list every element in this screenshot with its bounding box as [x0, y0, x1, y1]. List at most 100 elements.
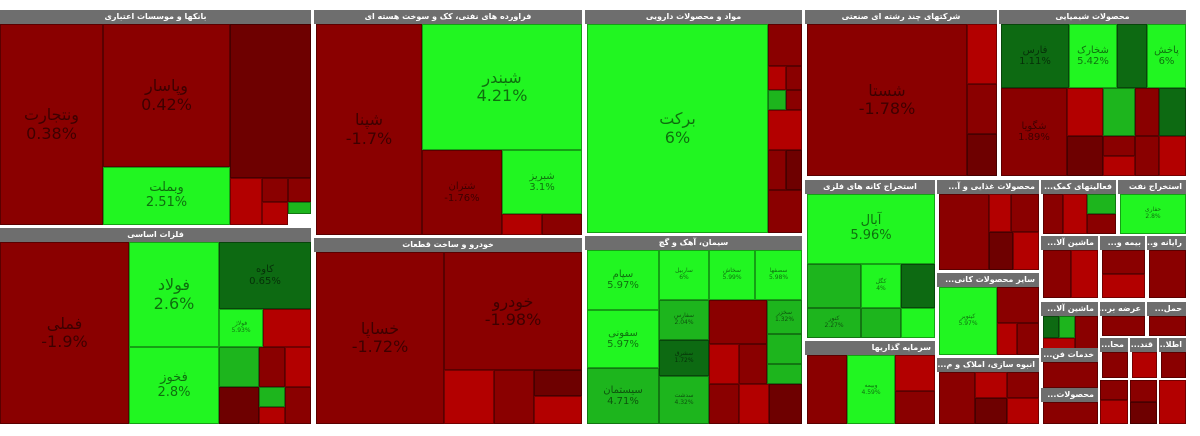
stock-tile[interactable]: [1007, 398, 1039, 424]
stock-tile[interactable]: [786, 150, 802, 190]
stock-tile[interactable]: [768, 66, 786, 90]
stock-tile[interactable]: [1117, 24, 1147, 88]
stock-tile[interactable]: [1159, 380, 1186, 424]
stock-tile[interactable]: [989, 194, 1011, 232]
stock-tile[interactable]: [262, 178, 288, 202]
stock-tile[interactable]: شتران -1.76%: [422, 150, 502, 235]
stock-tile[interactable]: برکت 6%: [587, 24, 768, 233]
stock-tile[interactable]: کگل 4%: [861, 264, 901, 308]
stock-tile[interactable]: کاوه 0.65%: [219, 242, 311, 309]
stock-tile[interactable]: [1159, 88, 1186, 136]
stock-tile[interactable]: [1149, 250, 1186, 298]
stock-tile[interactable]: [967, 84, 997, 134]
stock-tile[interactable]: [709, 384, 739, 424]
stock-tile[interactable]: [939, 372, 975, 424]
stock-tile[interactable]: شخارک 5.42%: [1069, 24, 1117, 88]
stock-tile[interactable]: کیتوپر 5.97%: [939, 287, 997, 355]
stock-tile[interactable]: [1103, 88, 1135, 136]
stock-tile[interactable]: [1011, 194, 1039, 232]
stock-tile[interactable]: فملی -1.9%: [0, 242, 129, 424]
stock-tile[interactable]: [288, 178, 311, 202]
stock-tile[interactable]: [975, 398, 1007, 424]
stock-tile[interactable]: شپنا -1.7%: [316, 24, 422, 235]
stock-tile[interactable]: [895, 355, 935, 391]
stock-tile[interactable]: [534, 396, 582, 424]
stock-tile[interactable]: [285, 387, 311, 424]
stock-tile[interactable]: [502, 214, 542, 235]
stock-tile[interactable]: [1132, 352, 1157, 378]
stock-tile[interactable]: [1071, 250, 1098, 298]
stock-tile[interactable]: [263, 309, 311, 347]
stock-tile[interactable]: [901, 264, 935, 308]
stock-tile[interactable]: [1100, 380, 1128, 400]
stock-tile[interactable]: [1102, 274, 1145, 298]
stock-tile[interactable]: سخاش 5.99%: [709, 250, 755, 300]
stock-tile[interactable]: فولاژ 5.93%: [219, 309, 263, 347]
stock-tile[interactable]: [262, 202, 288, 225]
stock-tile[interactable]: [768, 110, 802, 150]
stock-tile[interactable]: [285, 347, 311, 387]
stock-tile[interactable]: [1013, 232, 1039, 270]
stock-tile[interactable]: فارس 1.11%: [1001, 24, 1069, 88]
stock-tile[interactable]: [709, 344, 739, 384]
stock-tile[interactable]: [542, 214, 582, 235]
stock-tile[interactable]: شگویا 1.89%: [1001, 88, 1067, 176]
stock-tile[interactable]: [1102, 352, 1128, 378]
stock-tile[interactable]: [967, 24, 997, 84]
stock-tile[interactable]: [807, 264, 861, 308]
stock-tile[interactable]: [444, 370, 494, 424]
stock-tile[interactable]: شبندر 4.21%: [422, 24, 582, 150]
stock-tile[interactable]: [1043, 250, 1071, 298]
stock-tile[interactable]: [1135, 88, 1159, 136]
stock-tile[interactable]: [997, 287, 1039, 323]
stock-tile[interactable]: [807, 355, 847, 424]
stock-tile[interactable]: فخوز 2.8%: [129, 347, 219, 424]
stock-tile[interactable]: [1103, 136, 1135, 156]
stock-tile[interactable]: [1100, 400, 1128, 424]
stock-tile[interactable]: ونتجارت 0.38%: [0, 24, 103, 225]
stock-tile[interactable]: [1102, 316, 1145, 336]
stock-tile[interactable]: وپاسار 0.42%: [103, 24, 230, 167]
stock-tile[interactable]: [1043, 194, 1063, 234]
stock-tile[interactable]: سشرق 1.72%: [659, 340, 709, 376]
stock-tile[interactable]: [1102, 250, 1145, 274]
stock-tile[interactable]: [1043, 316, 1059, 338]
stock-tile[interactable]: [768, 24, 802, 66]
stock-tile[interactable]: سپام 5.97%: [587, 250, 659, 310]
stock-tile[interactable]: [1159, 136, 1186, 176]
stock-tile[interactable]: [739, 384, 769, 424]
stock-tile[interactable]: [259, 387, 285, 407]
stock-tile[interactable]: [895, 391, 935, 424]
stock-tile[interactable]: سدشت 4.32%: [659, 376, 709, 424]
stock-tile[interactable]: فولاد 2.6%: [129, 242, 219, 347]
stock-tile[interactable]: [1007, 372, 1039, 398]
stock-tile[interactable]: [1103, 156, 1135, 176]
stock-tile[interactable]: [786, 66, 802, 90]
stock-tile[interactable]: ساربیل 6%: [659, 250, 709, 300]
stock-tile[interactable]: شستا -1.78%: [807, 24, 967, 176]
stock-tile[interactable]: شبریز 3.1%: [502, 150, 582, 214]
stock-tile[interactable]: سفارس 2.04%: [659, 300, 709, 340]
stock-tile[interactable]: [1063, 194, 1087, 234]
stock-tile[interactable]: سفونی 5.97%: [587, 310, 659, 368]
stock-tile[interactable]: وبملت 2.51%: [103, 167, 230, 225]
stock-tile[interactable]: سخزر 1.32%: [767, 300, 802, 334]
stock-tile[interactable]: [259, 407, 285, 424]
stock-tile[interactable]: [1059, 316, 1075, 338]
stock-tile[interactable]: [1017, 323, 1039, 355]
stock-tile[interactable]: آبال 5.96%: [807, 194, 935, 264]
stock-tile[interactable]: [1149, 316, 1186, 336]
stock-tile[interactable]: [786, 90, 802, 110]
stock-tile[interactable]: [1130, 380, 1157, 402]
stock-tile[interactable]: [939, 194, 989, 270]
stock-tile[interactable]: [534, 370, 582, 396]
stock-tile[interactable]: [259, 347, 285, 387]
stock-tile[interactable]: [230, 178, 262, 225]
stock-tile[interactable]: [230, 24, 311, 178]
stock-tile[interactable]: [1161, 352, 1186, 378]
stock-tile[interactable]: [767, 364, 802, 384]
stock-tile[interactable]: [1043, 362, 1098, 388]
stock-tile[interactable]: [989, 232, 1013, 270]
stock-tile[interactable]: کنور 2.27%: [807, 308, 861, 338]
stock-tile[interactable]: [768, 90, 786, 110]
